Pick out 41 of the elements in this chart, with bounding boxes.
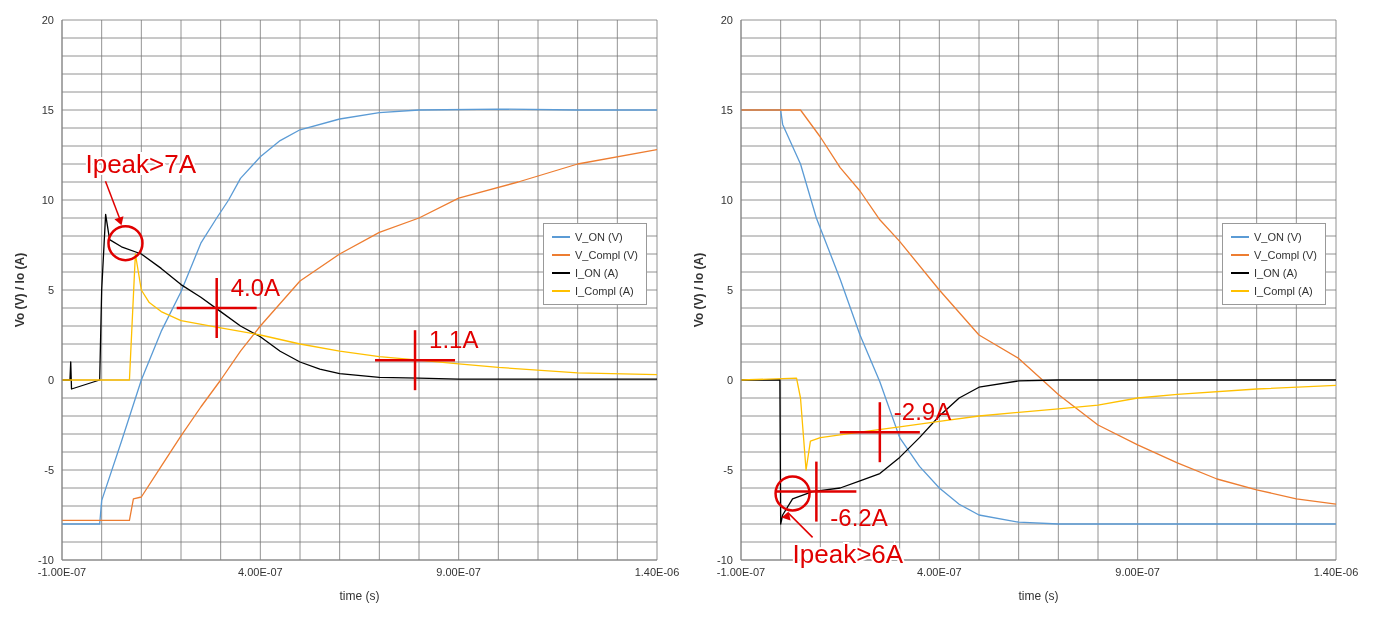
line-series <box>62 253 657 381</box>
y-axis-title: Vo (V) / Io (A) <box>13 252 28 328</box>
legend-label: V_ON (V) <box>1254 230 1302 245</box>
x-axis-title: time (s) <box>1018 589 1059 603</box>
y-axis-title: Vo (V) / Io (A) <box>692 252 707 328</box>
legend-label: V_Compl (V) <box>575 248 638 263</box>
annotation: 4.0A <box>230 274 281 301</box>
y-tick-label: -10 <box>717 553 733 566</box>
line-series <box>741 377 1336 471</box>
y-tick-label: 0 <box>726 373 733 386</box>
legend-label: I_ON (A) <box>1254 266 1298 281</box>
x-tick-label: 9.00E-07 <box>436 565 481 578</box>
y-tick-label: -10 <box>38 553 54 566</box>
annotation: Ipeak>6A <box>792 539 904 570</box>
y-tick-label: 10 <box>720 193 733 206</box>
y-tick-label: -5 <box>723 463 733 476</box>
x-tick-label: -1.00E-07 <box>37 565 87 578</box>
annotation: 1.1A <box>429 326 479 354</box>
annotation: -6.2A <box>830 503 888 531</box>
x-tick-label: 1.40E-06 <box>1313 565 1359 578</box>
y-tick-label: 15 <box>720 103 733 116</box>
legend-label: I_ON (A) <box>575 266 619 281</box>
x-axis-title: time (s) <box>339 589 380 603</box>
x-tick-label: 9.00E-07 <box>1115 565 1160 578</box>
legend-label: I_Compl (A) <box>575 284 634 299</box>
y-tick-label: 20 <box>41 13 54 26</box>
y-tick-label: 20 <box>720 13 733 26</box>
legend-label: V_Compl (V) <box>1254 248 1317 263</box>
legend-label: I_Compl (A) <box>1254 284 1313 299</box>
y-tick-label: 15 <box>41 103 54 116</box>
y-tick-label: 5 <box>47 283 54 296</box>
x-tick-label: 4.00E-07 <box>917 565 962 578</box>
x-tick-label: -1.00E-07 <box>716 565 766 578</box>
y-tick-label: 10 <box>41 193 54 206</box>
y-tick-label: 0 <box>47 373 54 386</box>
x-tick-label: 4.00E-07 <box>238 565 283 578</box>
y-tick-label: -5 <box>44 463 54 476</box>
annotation: Ipeak>7A <box>85 149 197 180</box>
legend-label: V_ON (V) <box>575 230 623 245</box>
x-tick-label: 1.40E-06 <box>634 565 680 578</box>
y-tick-label: 5 <box>726 283 733 296</box>
